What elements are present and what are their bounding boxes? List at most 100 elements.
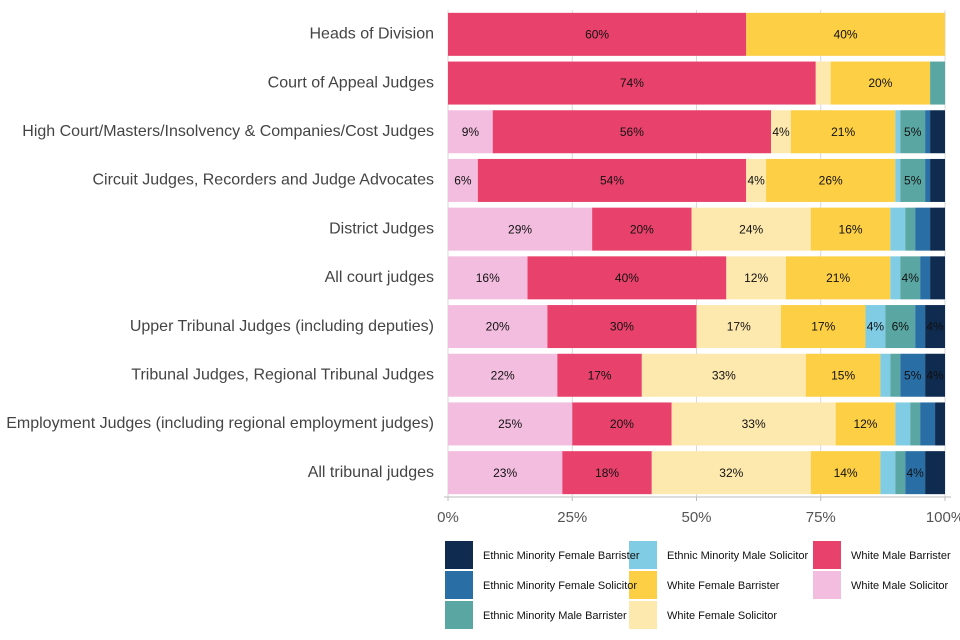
data-label: 20% [610,417,634,431]
data-label: 6% [892,320,910,334]
y-tick-label: High Court/Masters/Insolvency & Companie… [22,123,434,140]
bar-segment [880,451,896,495]
legend-swatch [445,541,473,569]
bar-segment [492,110,772,154]
bar-segment [895,158,901,202]
data-label: 20% [868,76,892,90]
bar-segment [810,451,881,495]
bar-segment [746,12,945,56]
legend-label: White Female Solicitor [667,610,777,622]
data-label: 33% [742,417,766,431]
bar-segment [915,305,926,349]
data-label: 16% [476,271,500,285]
bar-segment [895,110,901,154]
bar-segment [890,353,901,397]
x-tick-label: 50% [681,509,711,526]
bar-segment [885,305,916,349]
x-tick-label: 0% [437,509,459,526]
bar-segment [592,207,692,251]
bar-segment [671,402,836,446]
bar-segment [448,353,558,397]
x-tick-label: 100% [926,509,960,526]
bar-segment [641,353,806,397]
bar-segment [771,110,791,154]
bar-segment [880,353,891,397]
bar-segment [900,110,926,154]
data-label: 30% [610,320,634,334]
data-label: 4% [867,320,885,334]
data-label: 33% [712,368,736,382]
bar-segment [448,12,747,56]
bar-segment [930,110,945,154]
x-tick-label: 25% [557,509,587,526]
legend-label: Ethnic Minority Male Barrister [483,610,627,622]
legend-label: White Male Solicitor [851,580,949,592]
y-tick-label: Employment Judges (including regional em… [6,415,434,432]
bar-segment [920,402,936,446]
data-label: 5% [904,125,922,139]
bar-segment [900,158,926,202]
legend-swatch [813,571,841,599]
data-label: 23% [493,466,517,480]
bar-segment [746,158,767,202]
bar-segment [815,61,831,105]
bar-segment [785,256,891,300]
y-tick-label: Tribunal Judges, Regional Tribunal Judge… [131,366,434,383]
bar-segment [895,451,906,495]
data-label: 56% [620,125,644,139]
bar-segment [930,158,945,202]
legend-label: White Male Barrister [851,550,951,562]
data-label: 21% [826,271,850,285]
bar-segment [448,451,563,495]
bar-segment [925,451,945,495]
bar-segment [910,402,921,446]
bar-segment [805,353,881,397]
legend-label: Ethnic Minority Male Solicitor [667,550,809,562]
bar-segment [920,256,931,300]
bar-segment [691,207,811,251]
x-tick-label: 75% [806,509,836,526]
data-label: 5% [904,174,922,188]
bar-segment [915,207,931,251]
data-label: 12% [853,417,877,431]
bar-segment [696,305,781,349]
bar-segment [448,158,478,202]
y-tick-label: Upper Tribunal Judges (including deputie… [130,318,434,335]
data-label: 20% [486,320,510,334]
data-label: 74% [620,76,644,90]
bar-segment [935,402,945,446]
y-tick-label: District Judges [329,220,434,237]
bar-segment [830,61,931,105]
data-label: 25% [498,417,522,431]
bar-segment [890,256,901,300]
y-tick-label: Court of Appeal Judges [268,74,434,91]
bar-segment [557,353,642,397]
bar-segment [651,451,811,495]
legend-swatch [629,601,657,629]
data-label: 32% [719,466,743,480]
data-label: 40% [834,28,858,42]
bar-segment [900,353,926,397]
bar-segment [448,305,548,349]
data-label: 22% [491,368,515,382]
data-label: 4% [926,320,944,334]
y-tick-label: Heads of Division [310,26,435,43]
bar-segment [925,158,931,202]
data-label: 17% [588,368,612,382]
bar-segment [448,110,493,154]
bar-segment [810,207,891,251]
data-label: 15% [831,368,855,382]
bar-segment [766,158,896,202]
data-label: 24% [739,222,763,236]
bar-segment [925,305,945,349]
data-label: 26% [819,174,843,188]
data-label: 4% [902,271,920,285]
bar-segment [930,256,945,300]
bar-segment [562,451,652,495]
bar-segment [547,305,697,349]
bar-segment [726,256,786,300]
legend-label: Ethnic Minority Female Barrister [483,550,640,562]
data-label: 60% [585,28,609,42]
